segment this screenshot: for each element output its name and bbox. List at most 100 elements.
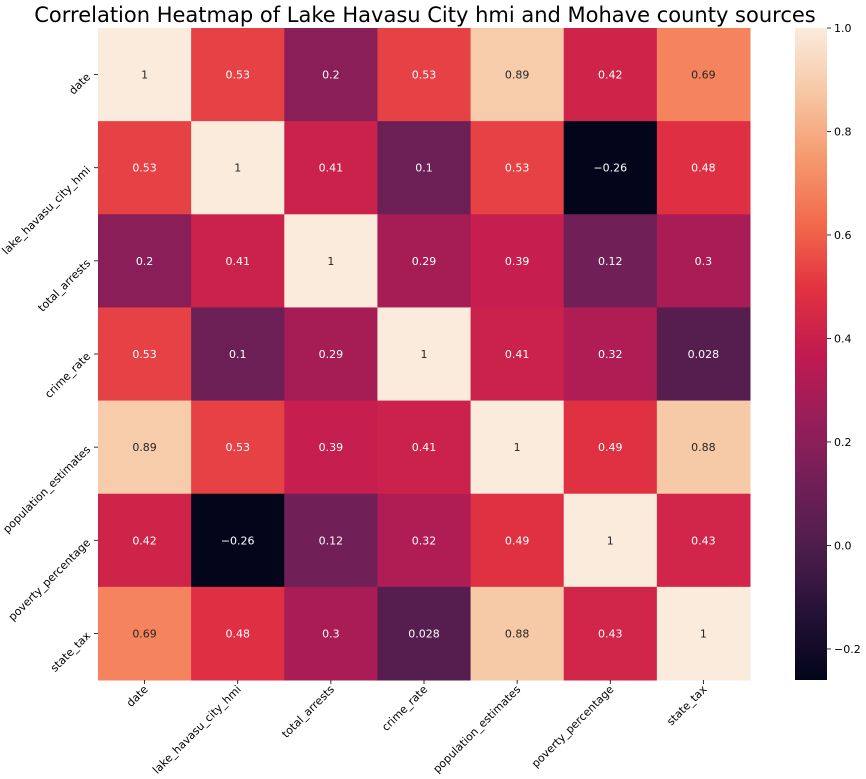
cell-value-label: 0.1 bbox=[229, 348, 247, 361]
heatmap-cell bbox=[284, 493, 378, 588]
heatmap-cell bbox=[191, 121, 285, 215]
heatmap-cell bbox=[191, 400, 285, 495]
heatmap-cell bbox=[563, 214, 658, 308]
heatmap-cell bbox=[98, 400, 192, 495]
cell-value-label: 1 bbox=[327, 255, 334, 268]
cell-value-label: 0.41 bbox=[412, 441, 437, 454]
y-tick-label: state_tax bbox=[48, 629, 94, 675]
cell-value-label: 0.12 bbox=[319, 534, 344, 547]
heatmap-cell bbox=[563, 400, 658, 495]
heatmap-cell bbox=[656, 586, 751, 681]
cell-value-label: 0.43 bbox=[598, 627, 623, 640]
heatmap-cell bbox=[563, 493, 658, 588]
cell-value-label: 0.53 bbox=[505, 162, 530, 175]
colorbar-tick-label: −0.2 bbox=[834, 643, 861, 656]
heatmap-cell bbox=[98, 493, 192, 588]
heatmap-cell bbox=[98, 121, 192, 215]
cell-value-label: 0.41 bbox=[505, 348, 530, 361]
heatmap-cell bbox=[377, 307, 472, 402]
cell-value-label: 0.48 bbox=[691, 162, 716, 175]
heatmap-cell bbox=[656, 121, 751, 215]
cell-value-label: 0.1 bbox=[415, 162, 433, 175]
heatmap-cell bbox=[377, 121, 472, 215]
y-tick-label: date bbox=[66, 70, 93, 97]
heatmap-cell bbox=[284, 214, 378, 308]
y-tick-label: lake_havasu_city_hmi bbox=[0, 164, 93, 258]
cell-value-label: 0.88 bbox=[505, 627, 530, 640]
heatmap-cell bbox=[98, 28, 192, 122]
heatmap-cell bbox=[470, 493, 565, 588]
heatmap-cell bbox=[563, 121, 658, 215]
cell-value-label: 0.2 bbox=[322, 69, 340, 82]
heatmap-cell bbox=[284, 121, 378, 215]
heatmap-cell bbox=[377, 214, 472, 308]
colorbar-tick-label: 0.2 bbox=[834, 436, 852, 449]
heatmap-cell bbox=[656, 400, 751, 495]
colorbar-tick-label: 0.4 bbox=[834, 332, 852, 345]
heatmap-cell bbox=[470, 121, 565, 215]
cell-value-label: 0.3 bbox=[695, 255, 713, 268]
cell-value-label: 1 bbox=[607, 534, 614, 547]
y-tick-label: poverty_percentage bbox=[6, 536, 93, 623]
y-tick-label: crime_rate bbox=[42, 350, 93, 401]
x-tick-label: poverty_percentage bbox=[529, 683, 616, 770]
cell-value-label: 0.39 bbox=[319, 441, 344, 454]
heatmap-cell bbox=[98, 586, 192, 681]
cell-value-label: 1 bbox=[141, 69, 148, 82]
cell-value-label: 0.53 bbox=[412, 69, 437, 82]
colorbar-tick-label: 0.8 bbox=[834, 125, 852, 138]
heatmap-cell bbox=[563, 586, 658, 681]
cell-value-label: 0.43 bbox=[691, 534, 716, 547]
cell-value-label: 0.89 bbox=[132, 441, 157, 454]
cell-value-label: 0.12 bbox=[598, 255, 623, 268]
heatmap-cell bbox=[377, 400, 472, 495]
heatmap-cell bbox=[656, 214, 751, 308]
cell-value-label: 0.49 bbox=[505, 534, 530, 547]
heatmap-cell bbox=[656, 493, 751, 588]
cell-value-label: 0.53 bbox=[132, 162, 157, 175]
cell-value-label: 0.69 bbox=[691, 69, 716, 82]
heatmap-cell bbox=[284, 400, 378, 495]
heatmap-cells: 1 0.53 0.2 0.53 0.89 0.42 0.69 0.53 1 0.41 0.1 0.53… bbox=[98, 28, 751, 681]
heatmap-cell bbox=[284, 28, 378, 122]
cell-value-label: −0.26 bbox=[221, 534, 255, 547]
heatmap-cell bbox=[563, 28, 658, 122]
colorbar-gradient bbox=[795, 28, 827, 680]
cell-value-label: 1 bbox=[700, 627, 707, 640]
cell-value-label: 0.29 bbox=[319, 348, 344, 361]
heatmap-cell bbox=[377, 586, 472, 681]
x-tick-label: total_arrests bbox=[279, 683, 337, 741]
heatmap-cell bbox=[656, 28, 751, 122]
heatmap-cell bbox=[284, 307, 378, 402]
x-tick-label: crime_rate bbox=[379, 683, 430, 734]
y-tick-label: total_arrests bbox=[35, 257, 93, 315]
heatmap-cell bbox=[470, 400, 565, 495]
heatmap-cell bbox=[470, 28, 565, 122]
x-tick-label: population_estimates bbox=[431, 683, 524, 776]
heatmap-cell bbox=[191, 28, 285, 122]
y-axis: date lake_havasu_city_hmitotal_arrestscri… bbox=[0, 70, 98, 675]
cell-value-label: 0.028 bbox=[688, 348, 720, 361]
cell-value-label: −0.26 bbox=[593, 162, 627, 175]
cell-value-label: 0.69 bbox=[132, 627, 157, 640]
cell-value-label: 0.2 bbox=[136, 255, 154, 268]
heatmap-cell bbox=[98, 307, 192, 402]
heatmap-cell bbox=[377, 493, 472, 588]
heatmap-cell bbox=[656, 307, 751, 402]
cell-value-label: 0.53 bbox=[225, 69, 250, 82]
x-tick-label: state_tax bbox=[664, 683, 710, 729]
cell-value-label: 0.32 bbox=[412, 534, 437, 547]
x-axis: date lake_havasu_city_hmi total_arrests cri… bbox=[124, 680, 710, 777]
colorbar-tick-label: 0.0 bbox=[834, 539, 852, 552]
cell-value-label: 0.41 bbox=[225, 255, 250, 268]
heatmap-cell bbox=[470, 214, 565, 308]
heatmap-cell bbox=[191, 214, 285, 308]
heatmap-cell bbox=[98, 214, 192, 308]
cell-value-label: 0.53 bbox=[132, 348, 157, 361]
x-tick-label: lake_havasu_city_hmi bbox=[150, 683, 244, 777]
cell-value-label: 0.89 bbox=[505, 69, 530, 82]
cell-value-label: 0.41 bbox=[319, 162, 344, 175]
heatmap-cell bbox=[191, 493, 285, 588]
heatmap-cell bbox=[470, 586, 565, 681]
heatmap-cell bbox=[191, 586, 285, 681]
